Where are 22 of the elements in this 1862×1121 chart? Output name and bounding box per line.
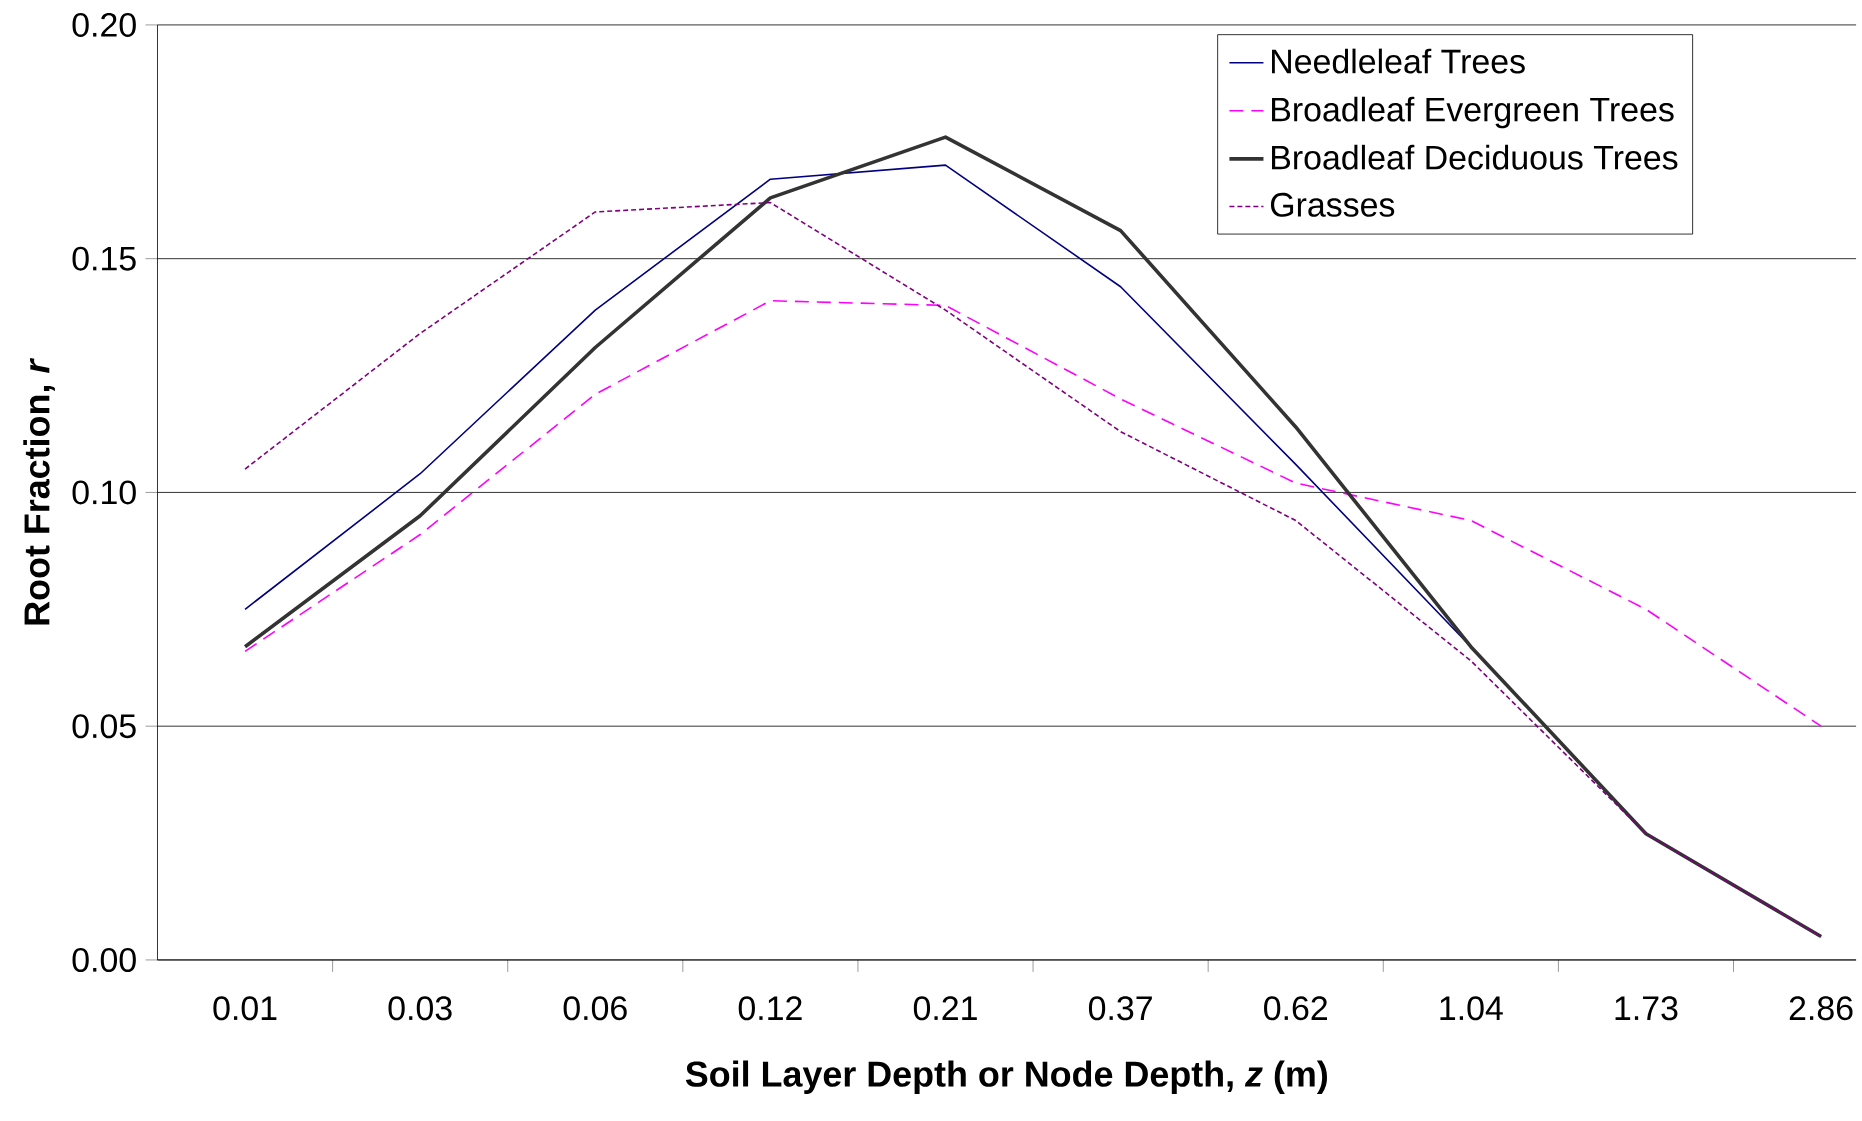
x-tick-label: 0.21 (913, 996, 977, 1021)
x-tick-label: 0.37 (1088, 996, 1152, 1021)
x-tick-label: 1.04 (1440, 996, 1503, 1021)
legend-label: Grasses (1270, 192, 1395, 217)
x-tick-label: 2.86 (1789, 996, 1853, 1021)
x-tick-label: 0.03 (388, 996, 452, 1021)
y-tick-label: 0.20 (72, 12, 136, 37)
x-tick-label: 0.12 (738, 996, 802, 1021)
y-tick-label: 0.15 (72, 246, 136, 271)
y-axis-title: Root Fraction, r (23, 357, 55, 625)
x-axis-title: Soil Layer Depth or Node Depth, z (m) (685, 1060, 1327, 1094)
y-tick-label: 0.05 (72, 713, 136, 738)
legend-label: Needleleaf Trees (1272, 48, 1525, 74)
legend-label: Broadleaf Deciduous Trees (1272, 144, 1678, 170)
x-tick-label: 1.73 (1615, 996, 1678, 1021)
y-tick-label: 0.10 (72, 480, 136, 505)
line-series (244, 299, 1822, 727)
x-tick-label: 0.01 (213, 996, 277, 1021)
x-tick-label: 0.62 (1264, 996, 1327, 1021)
x-tick-label: 0.06 (563, 996, 627, 1021)
y-tick-label: 0.00 (72, 947, 136, 972)
legend-label: Broadleaf Evergreen Trees (1272, 96, 1674, 129)
